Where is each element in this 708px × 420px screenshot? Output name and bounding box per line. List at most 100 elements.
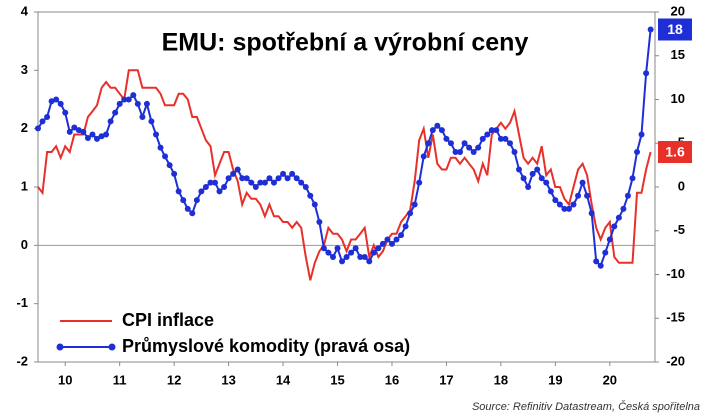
marker: [130, 92, 137, 99]
y2-tick-label: -10: [666, 266, 685, 281]
marker: [329, 254, 336, 260]
marker: [366, 258, 373, 265]
marker: [48, 98, 55, 105]
marker: [75, 127, 82, 134]
marker: [506, 140, 513, 147]
marker: [320, 245, 327, 252]
marker: [520, 175, 527, 182]
marker: [647, 26, 654, 33]
y2-tick-label: -20: [666, 353, 685, 368]
y-tick-label: 2: [21, 120, 28, 135]
marker: [620, 205, 627, 212]
marker: [538, 175, 545, 182]
marker: [352, 245, 359, 252]
marker: [434, 122, 441, 129]
marker: [534, 166, 541, 173]
y-tick-label: 0: [21, 237, 28, 252]
marker: [429, 127, 436, 134]
marker: [393, 236, 400, 243]
marker: [543, 179, 550, 186]
y-tick-label: -2: [16, 353, 28, 368]
y2-tick-label: 20: [671, 3, 685, 18]
x-tick-label: 10: [58, 372, 72, 387]
marker: [107, 118, 114, 125]
marker: [207, 179, 214, 186]
marker: [180, 197, 187, 204]
y-tick-label: -1: [16, 295, 28, 310]
marker: [62, 109, 69, 116]
marker: [339, 258, 346, 265]
marker: [84, 135, 91, 141]
marker: [638, 131, 645, 138]
marker: [552, 197, 559, 204]
marker: [175, 188, 182, 195]
marker: [484, 131, 491, 138]
marker: [261, 179, 268, 186]
marker: [225, 175, 232, 182]
legend-label: CPI inflace: [122, 310, 214, 330]
x-tick-label: 16: [385, 372, 399, 387]
marker: [634, 149, 641, 155]
marker: [516, 166, 523, 173]
y2-tick-label: 0: [678, 178, 685, 193]
marker: [615, 214, 622, 221]
marker: [53, 96, 60, 103]
x-tick-label: 13: [221, 372, 235, 387]
marker: [570, 201, 577, 208]
marker: [584, 192, 591, 199]
marker: [148, 118, 155, 125]
chart-title: EMU: spotřební a výrobní ceny: [162, 29, 529, 57]
marker: [275, 175, 282, 182]
marker: [103, 131, 110, 138]
marker: [243, 175, 250, 182]
marker: [116, 100, 123, 107]
marker: [398, 232, 405, 239]
marker: [93, 135, 100, 142]
marker: [457, 149, 464, 155]
x-tick-label: 14: [276, 372, 291, 387]
end-label-box: [658, 18, 692, 41]
marker: [502, 135, 509, 142]
legend-marker: [108, 343, 116, 351]
marker: [143, 100, 150, 107]
marker: [139, 114, 146, 120]
marker: [561, 205, 568, 212]
marker: [629, 175, 636, 182]
marker: [343, 254, 350, 260]
marker: [66, 128, 73, 135]
marker: [488, 127, 495, 134]
marker: [189, 210, 196, 217]
y-tick-label: 3: [21, 62, 28, 77]
marker: [547, 188, 554, 195]
marker: [325, 249, 332, 256]
marker: [184, 205, 191, 212]
marker: [211, 179, 218, 186]
marker: [171, 170, 178, 177]
marker: [89, 131, 96, 138]
marker: [606, 236, 613, 243]
marker: [266, 175, 273, 182]
marker: [112, 109, 119, 116]
marker: [98, 133, 105, 140]
marker: [624, 192, 631, 199]
y-tick-label: 4: [21, 3, 29, 18]
y2-tick-label: 10: [671, 91, 685, 106]
marker: [452, 149, 459, 155]
marker: [162, 153, 169, 160]
x-tick-label: 17: [439, 372, 453, 387]
marker: [593, 258, 600, 265]
marker: [579, 179, 586, 186]
marker: [411, 201, 418, 208]
marker: [402, 223, 409, 230]
marker: [447, 140, 454, 147]
marker: [565, 205, 572, 212]
marker: [198, 188, 205, 195]
marker: [611, 223, 618, 230]
y2-tick-label: -5: [673, 222, 685, 237]
marker: [166, 162, 173, 169]
marker: [302, 184, 309, 190]
marker: [602, 249, 609, 256]
marker: [311, 201, 318, 208]
marker: [348, 249, 355, 256]
